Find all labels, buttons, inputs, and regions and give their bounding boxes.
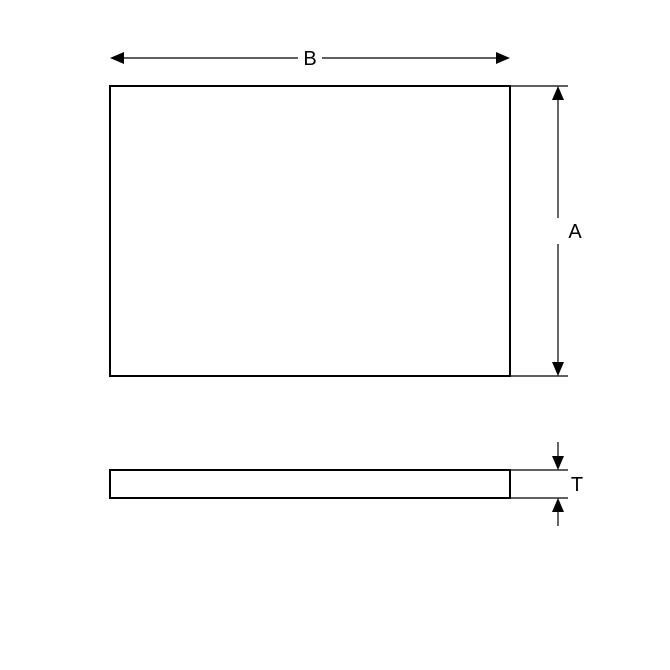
drawing-svg: B A [0,0,670,670]
top-rectangle [110,86,510,376]
dimension-b-label: B [303,48,316,70]
technical-drawing: B A [0,0,670,670]
bottom-rectangle [110,470,510,498]
dimension-b: B [110,46,510,70]
dimension-a: A [510,86,582,376]
dimension-t: T [510,442,583,526]
dimension-t-label: T [571,474,583,496]
dimension-a-label: A [568,221,582,243]
